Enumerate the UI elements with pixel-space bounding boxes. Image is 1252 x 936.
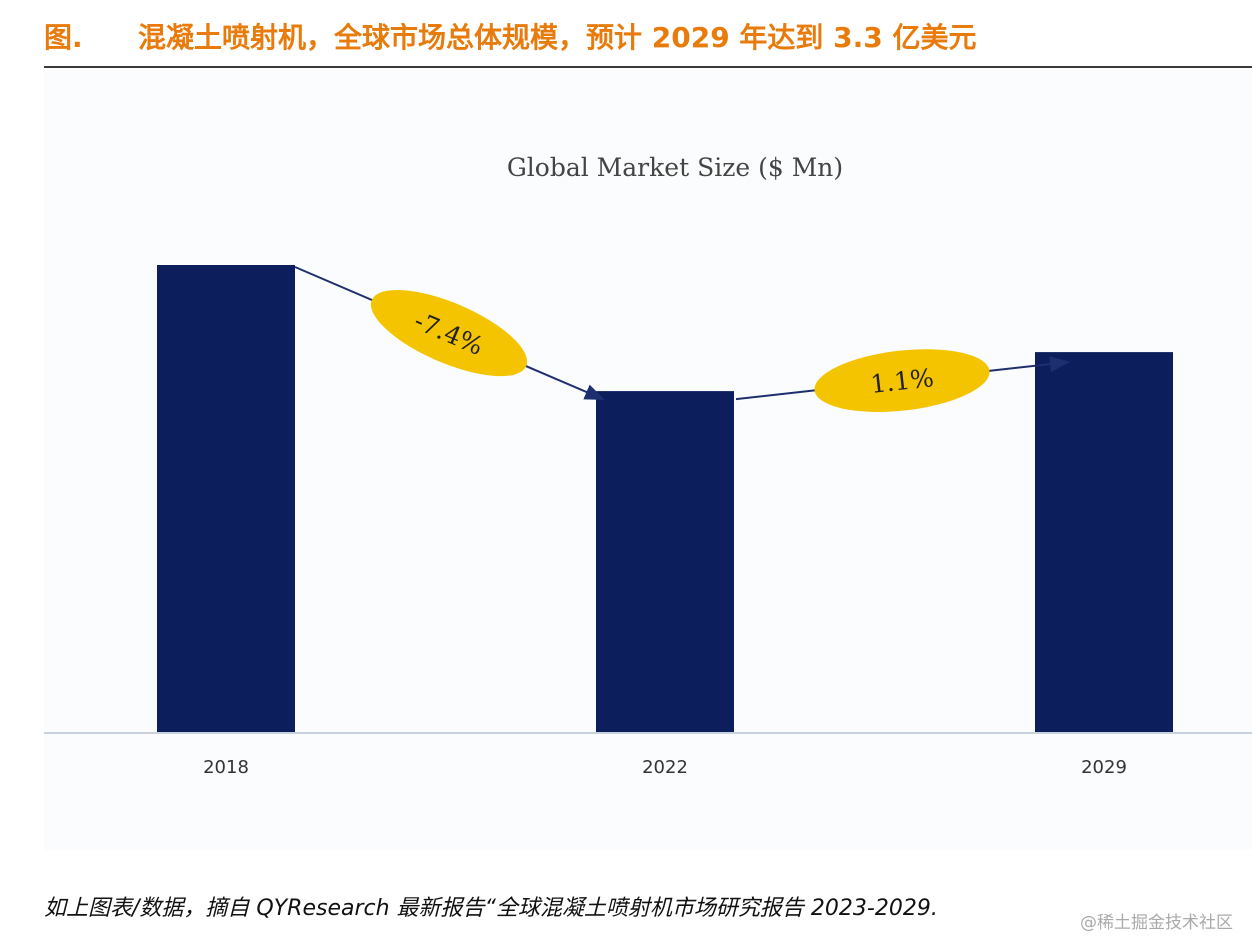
chart-title: Global Market Size ($ Mn) [507, 153, 843, 182]
figure-title: 混凝土喷射机，全球市场总体规模，预计 2029 年达到 3.3 亿美元 [138, 21, 977, 54]
watermark: @稀土掘金技术社区 [1080, 913, 1233, 933]
chart-panel: Global Market Size ($ Mn) 2018 2022 2029 -7… [44, 70, 1252, 850]
x-tick-label: 2018 [203, 757, 249, 778]
figure-header: 图. 混凝土喷射机，全球市场总体规模，预计 2029 年达到 3.3 亿美元 [0, 0, 1252, 66]
source-footnote: 如上图表/数据，摘自 QYResearch 最新报告“全球混凝土喷射机市场研究报… [44, 896, 938, 921]
bar-2029 [1035, 352, 1173, 733]
growth-badge-ellipse [814, 349, 990, 412]
header-divider [44, 66, 1252, 68]
bar-2022 [596, 391, 734, 733]
growth-badge: 1.1% [814, 349, 990, 412]
market-size-chart: Global Market Size ($ Mn) 2018 2022 2029 -7… [44, 153, 1252, 778]
bar-2018 [157, 265, 295, 733]
growth-badge-ellipse [370, 289, 528, 377]
x-tick-label: 2029 [1081, 757, 1127, 778]
growth-rate-label: 1.1% [869, 363, 935, 399]
figure-label: 图. [44, 21, 83, 54]
x-tick-label: 2022 [642, 757, 688, 778]
growth-badge: -7.4% [370, 289, 528, 377]
